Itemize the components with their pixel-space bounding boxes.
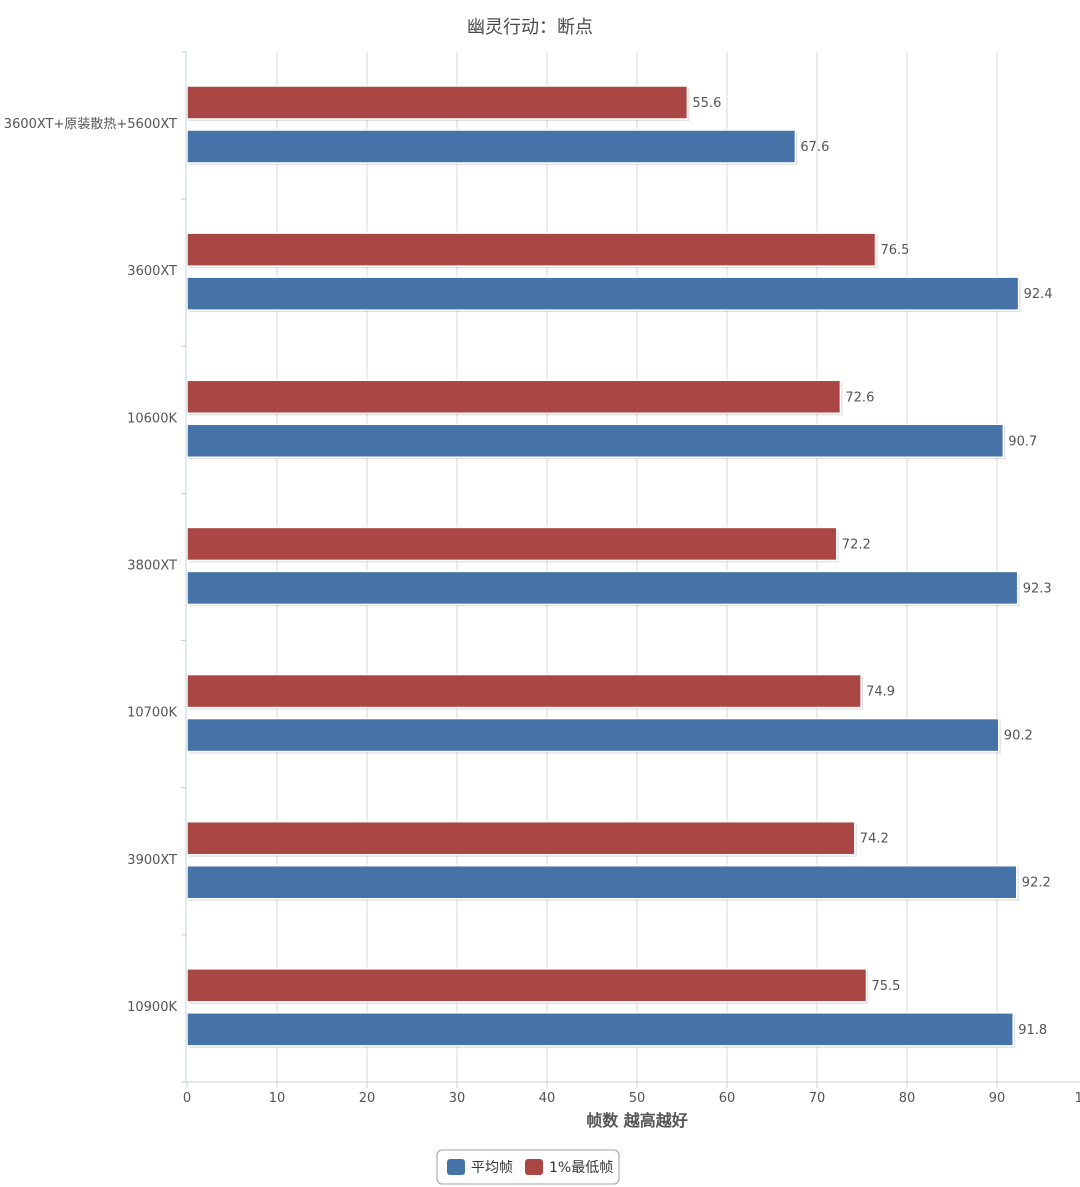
data-label: 72.6 [845,390,874,405]
legend[interactable]: 平均帧 1%最低帧 [436,1149,620,1185]
legend-label[interactable]: 平均帧 [471,1160,513,1176]
category-label: 10700K [127,706,177,721]
bars: 55.6 67.6 76.5 92.4 72.6 90.7 72.2 92.3 74.9 90.2… [186,85,1053,1048]
data-label: 76.5 [881,243,910,258]
bar[interactable] [186,423,1005,459]
axes: 0 10 20 30 40 50 60 70 80 90 100 3600XT+原装散热+5600XT… [4,51,1080,1106]
bar[interactable] [186,864,1018,900]
x-tick-label: 0 [183,1091,191,1106]
category-label: 3600XT [127,264,177,279]
category-label: 10900K [127,1000,177,1015]
bar[interactable] [186,526,838,562]
x-tick-label: 100 [1075,1091,1080,1106]
legend-swatch[interactable] [447,1159,465,1175]
data-label: 67.6 [800,140,829,155]
category-label: 3900XT [127,853,177,868]
bar[interactable] [186,232,877,267]
data-label: 75.5 [872,979,901,994]
category-label: 3600XT+原装散热+5600XT [4,117,177,132]
grid-lines [276,52,998,1082]
data-label: 90.2 [1004,729,1033,744]
category-label: 10600K [127,411,177,426]
x-tick-label: 40 [539,1091,556,1106]
bar[interactable] [186,379,842,415]
bar[interactable] [186,820,856,856]
bar[interactable] [186,570,1019,606]
bar[interactable] [186,276,1020,311]
data-label: 72.2 [842,537,871,552]
data-label: 74.2 [860,832,889,847]
x-tick-label: 60 [719,1091,736,1106]
x-tick-label: 90 [989,1091,1006,1106]
legend-swatch[interactable] [525,1159,543,1175]
data-label: 74.9 [866,685,895,700]
chart-title: 幽灵行动：断点 [467,17,593,38]
legend-label[interactable]: 1%最低帧 [549,1160,613,1176]
bar[interactable] [186,129,797,164]
data-label: 92.4 [1024,287,1053,302]
x-tick-label: 70 [809,1091,826,1106]
data-label: 92.2 [1022,876,1051,891]
bar[interactable] [186,717,1000,753]
data-label: 90.7 [1008,434,1037,449]
bar[interactable] [186,85,689,120]
x-tick-label: 10 [269,1091,286,1106]
bar[interactable] [186,968,868,1003]
data-label: 92.3 [1023,581,1052,596]
x-tick-label: 30 [449,1091,466,1106]
data-label: 55.6 [692,96,721,111]
data-label: 91.8 [1018,1023,1047,1038]
x-axis-title: 帧数 越高越好 [586,1111,688,1130]
bar[interactable] [186,1012,1014,1047]
x-tick-label: 20 [359,1091,376,1106]
bar[interactable] [186,673,862,709]
x-tick-label: 80 [899,1091,916,1106]
category-label: 3800XT [127,559,177,574]
x-tick-label: 50 [629,1091,646,1106]
